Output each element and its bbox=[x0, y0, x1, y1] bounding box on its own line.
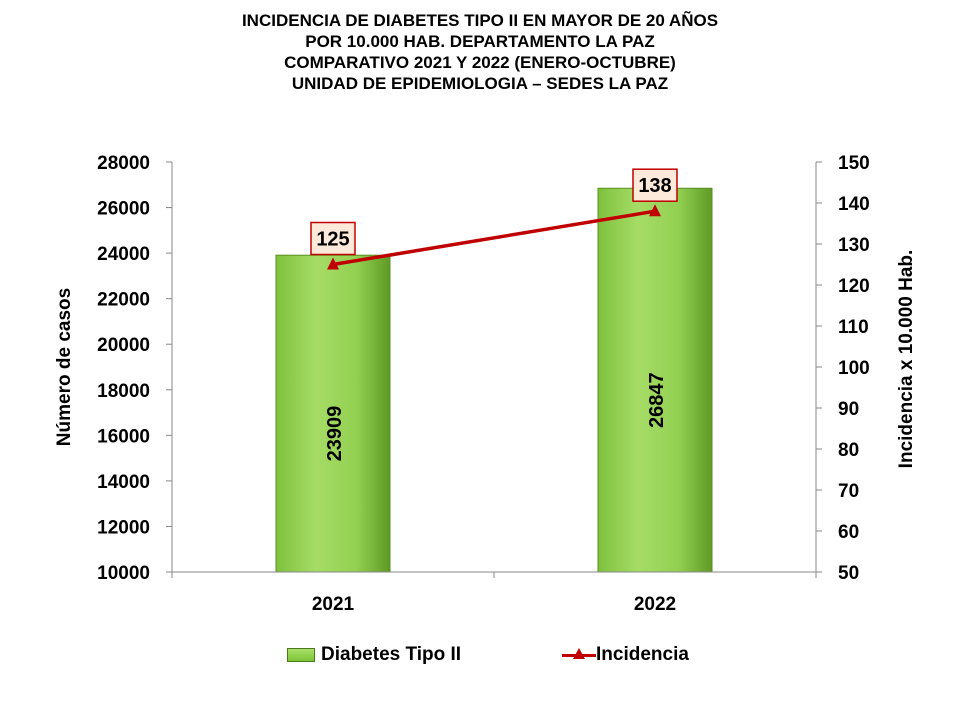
legend-swatch-line bbox=[562, 648, 596, 662]
legend-label-bars: Diabetes Tipo II bbox=[321, 644, 462, 665]
bar-value-label: 23909 bbox=[324, 406, 346, 462]
legend-label-line: Incidencia bbox=[596, 644, 689, 665]
y-tick-label: 28000 bbox=[97, 153, 150, 174]
incidence-line bbox=[332, 209, 656, 267]
y-tick-label: 16000 bbox=[97, 426, 150, 447]
y-tick-label: 14000 bbox=[97, 472, 150, 493]
y2-tick-label: 90 bbox=[838, 399, 859, 420]
bar-value-label: 26847 bbox=[646, 372, 668, 428]
y-tick-label: 22000 bbox=[97, 290, 150, 311]
y-tick-label: 26000 bbox=[97, 199, 150, 220]
y-axis-title: Número de casos bbox=[54, 288, 75, 446]
y2-tick-label: 130 bbox=[838, 235, 870, 256]
y2-tick-label: 80 bbox=[838, 440, 859, 461]
title-line-3: COMPARATIVO 2021 Y 2022 (ENERO-OCTUBRE) bbox=[284, 53, 676, 72]
incidence-label-box bbox=[632, 168, 678, 202]
legend: Diabetes Tipo II Incidencia bbox=[0, 644, 960, 674]
y2-axis-title: Incidencia x 10.000 Hab. bbox=[896, 250, 917, 469]
x-tick-label: 2022 bbox=[634, 594, 676, 615]
combo-chart: 10000 12000 14000 16000 18000 20000 22000 24000… bbox=[54, 153, 917, 615]
legend-swatch-bar bbox=[287, 648, 315, 662]
title-line-2: POR 10.000 HAB. DEPARTAMENTO LA PAZ bbox=[305, 32, 655, 51]
bar bbox=[597, 187, 713, 573]
y-tick-label: 24000 bbox=[97, 244, 150, 265]
legend-item-line: Incidencia bbox=[562, 644, 689, 666]
y2-tick-label: 70 bbox=[838, 481, 859, 502]
legend-item-bars: Diabetes Tipo II bbox=[287, 644, 461, 666]
y-tick-label: 12000 bbox=[97, 517, 150, 538]
y2-tick-label: 150 bbox=[838, 153, 870, 174]
incidence-point bbox=[649, 204, 661, 217]
y2-tick-label: 60 bbox=[838, 522, 859, 543]
title-line-1: INCIDENCIA DE DIABETES TIPO II EN MAYOR … bbox=[241, 11, 719, 30]
y-tick-label: 18000 bbox=[97, 381, 150, 402]
incidence-value-label: 138 bbox=[638, 175, 671, 197]
y2-tick-label: 100 bbox=[838, 358, 870, 379]
y2-tick-label: 110 bbox=[838, 317, 869, 338]
y-tick-label: 10000 bbox=[97, 563, 150, 584]
x-tick-label: 2021 bbox=[312, 594, 355, 615]
y2-tick-label: 140 bbox=[838, 194, 870, 215]
bar bbox=[275, 254, 391, 573]
incidence-label-box bbox=[310, 221, 356, 256]
y2-tick-label: 50 bbox=[838, 563, 859, 584]
title-line-4: UNIDAD DE EPIDEMIOLOGIA – SEDES LA PAZ bbox=[291, 74, 669, 93]
chart-title: INCIDENCIA DE DIABETES TIPO II EN MAYOR … bbox=[0, 10, 960, 94]
incidence-value-label: 125 bbox=[316, 229, 349, 251]
y-tick-label: 20000 bbox=[97, 335, 150, 356]
y2-tick-label: 120 bbox=[838, 276, 870, 297]
incidence-point bbox=[327, 257, 339, 270]
